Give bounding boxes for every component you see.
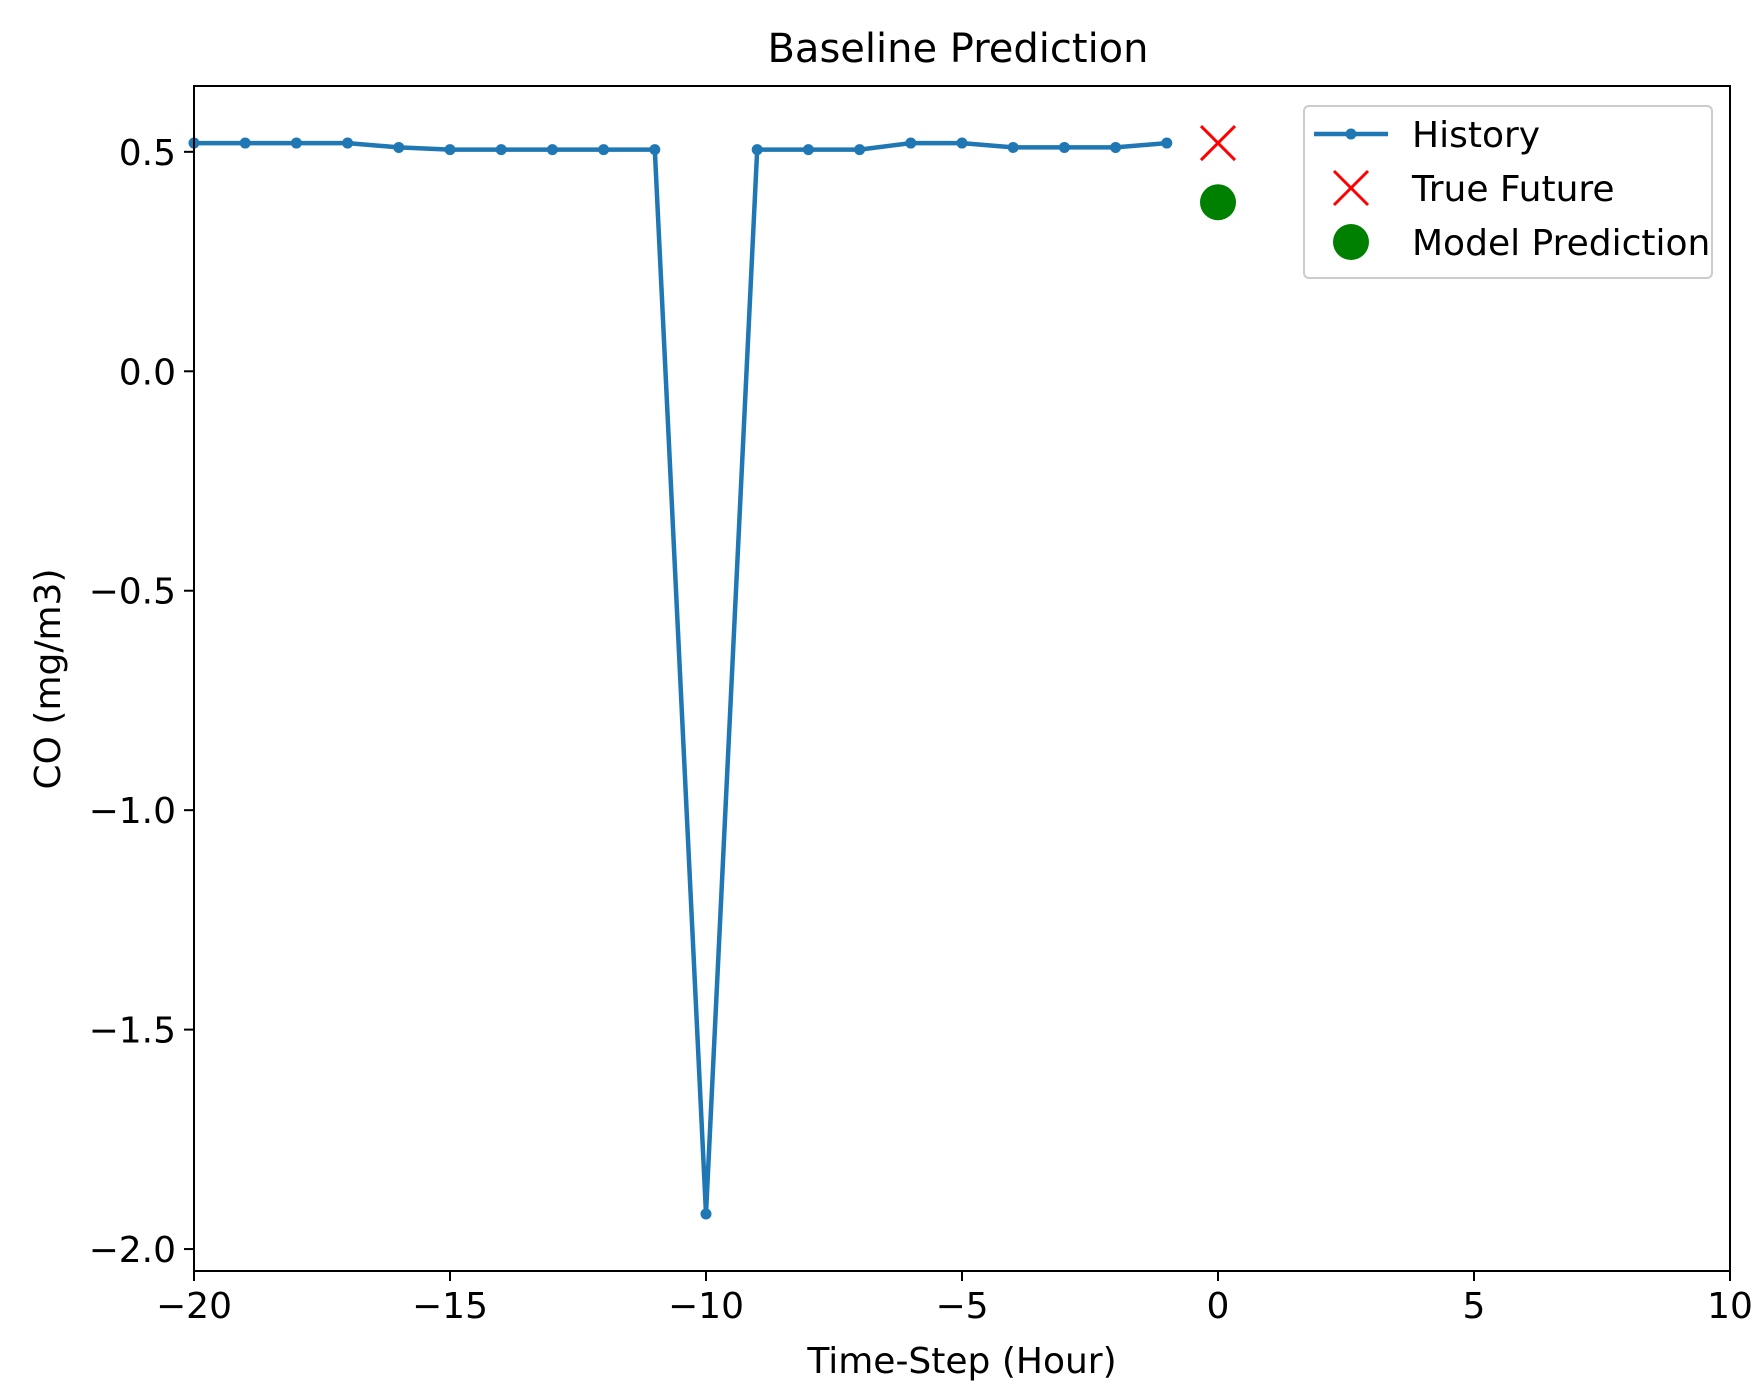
y-axis-label: CO (mg/m3) [28, 568, 69, 789]
history-point [598, 144, 610, 156]
legend: History True Future Model Prediction [1303, 105, 1713, 279]
x-axis: −20 −15 −10 −5 0 5 10 [156, 1271, 1753, 1327]
x-tick-label: 5 [1463, 1286, 1486, 1327]
history-point [290, 137, 302, 149]
x-tick-label: −10 [668, 1286, 744, 1327]
x-tick-label: 10 [1707, 1286, 1753, 1327]
history-point [1161, 137, 1173, 149]
y-tick-label: −1.0 [89, 791, 176, 832]
legend-model-prediction-marker [1333, 224, 1369, 260]
history-point [393, 141, 405, 153]
x-tick-label: −5 [935, 1286, 988, 1327]
x-tick-label: −20 [156, 1286, 232, 1327]
chart-title: Baseline Prediction [767, 26, 1148, 72]
y-tick-label: −2.0 [89, 1230, 176, 1271]
legend-entry-model-prediction-label: Model Prediction [1412, 223, 1710, 264]
history-point [802, 144, 814, 156]
legend-entry-history-label: History [1412, 115, 1540, 156]
legend-entry-true-future-label: True Future [1411, 169, 1615, 210]
history-point [546, 144, 558, 156]
true-future-point [1199, 124, 1237, 162]
history-point [1007, 141, 1019, 153]
history-point [700, 1208, 712, 1220]
history-series-line [194, 140, 1167, 1217]
history-point [1058, 141, 1070, 153]
y-tick-label: 0.0 [119, 352, 176, 393]
history-point [239, 137, 251, 149]
legend-true-future-marker [1332, 169, 1370, 207]
y-tick-label: −0.5 [89, 572, 176, 613]
history-point [956, 137, 968, 149]
y-axis: 0.5 0.0 −0.5 −1.0 −1.5 −2.0 [89, 133, 194, 1271]
history-point [342, 137, 354, 149]
legend-history-marker [1345, 128, 1357, 140]
history-point [495, 144, 507, 156]
x-tick-label: −15 [412, 1286, 488, 1327]
y-tick-label: 0.5 [119, 133, 176, 174]
history-point [905, 137, 917, 149]
history-point [751, 144, 763, 156]
legend-frame [1303, 105, 1713, 279]
y-tick-label: −1.5 [89, 1011, 176, 1052]
history-point [1110, 141, 1122, 153]
history-point [854, 144, 866, 156]
x-tick-label: 0 [1207, 1286, 1230, 1327]
plot-area [188, 124, 1237, 1220]
model-prediction-point [1200, 184, 1236, 221]
x-axis-label: Time-Step (Hour) [806, 1341, 1116, 1382]
history-point [649, 144, 661, 156]
history-point [444, 144, 456, 156]
